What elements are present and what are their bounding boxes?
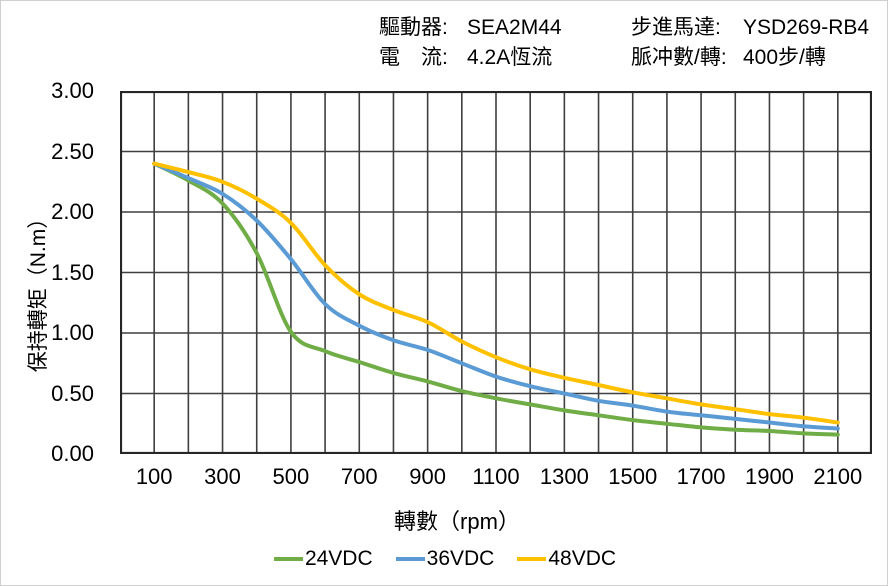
driver-info-line: 驅動器: SEA2M44 — [379, 13, 562, 43]
x-tick-label-700: 700 — [340, 464, 378, 489]
current-info-line: 電 流: 4.2A恆流 — [379, 43, 562, 73]
header-right-column: 步進馬達: YSD269-RB4 脈冲數/轉: 400步/轉 — [631, 13, 869, 73]
gridlines — [120, 91, 872, 454]
motor-label: 步進馬達: — [631, 16, 721, 39]
legend-item-24vdc: 24VDC — [273, 547, 373, 571]
legend-item-48vdc: 48VDC — [517, 547, 616, 571]
legend-line-swatch-24vdc — [273, 557, 303, 561]
x-axis-title: 轉數（rpm） — [394, 509, 520, 534]
x-tick-label-500: 500 — [272, 464, 310, 489]
legend-label-36vdc: 36VDC — [426, 547, 495, 570]
plot-border — [120, 91, 872, 454]
current-value: 4.2A恆流 — [467, 46, 553, 69]
y-tick-label-2.50: 2.50 — [51, 138, 94, 164]
y-tick-label-2.00: 2.00 — [51, 199, 94, 224]
series-24vdc-line — [152, 161, 840, 437]
current-label: 電 流: — [379, 46, 448, 69]
x-tick-label-900: 900 — [409, 464, 446, 489]
y-tick-label-3.00: 3.00 — [51, 78, 94, 103]
pulse-value: 400步/轉 — [743, 46, 826, 69]
driver-value: SEA2M44 — [467, 16, 562, 39]
motor-value: YSD269-RB4 — [743, 16, 870, 39]
x-tick-label-300: 300 — [204, 464, 241, 489]
legend-line-swatch-48vdc — [517, 557, 547, 561]
y-tick-label-1.00: 1.00 — [51, 320, 94, 345]
header-left-column: 驅動器: SEA2M44 電 流: 4.2A恆流 — [379, 13, 562, 73]
plot-area — [120, 91, 872, 454]
x-tick-label-100: 100 — [135, 464, 173, 489]
pulse-info-line: 脈冲數/轉: 400步/轉 — [631, 43, 869, 73]
y-tick-label-0.00: 0.00 — [51, 441, 94, 466]
series-36vdc-line — [152, 161, 840, 431]
x-tick-label-2100: 2100 — [813, 464, 863, 489]
x-tick-label-1900: 1900 — [744, 464, 794, 489]
y-tick-label-1.50: 1.50 — [51, 259, 94, 285]
x-tick-label-1300: 1300 — [539, 464, 589, 489]
x-tick-label-1100: 1100 — [472, 464, 520, 489]
legend: 24VDC 36VDC 48VDC — [1, 544, 887, 574]
driver-label: 驅動器: — [379, 16, 448, 39]
series-48vdc-line — [152, 161, 840, 425]
legend-label-24vdc: 24VDC — [304, 547, 373, 570]
motor-info-line: 步進馬達: YSD269-RB4 — [631, 13, 869, 43]
x-tick-label-1500: 1500 — [608, 464, 658, 489]
legend-line-swatch-36vdc — [395, 557, 425, 561]
pulse-label: 脈冲數/轉: — [631, 46, 727, 69]
y-tick-label-0.50: 0.50 — [51, 380, 94, 406]
x-tick-label-1700: 1700 — [676, 464, 726, 489]
legend-label-48vdc: 48VDC — [548, 547, 617, 570]
legend-item-36vdc: 36VDC — [395, 547, 495, 571]
